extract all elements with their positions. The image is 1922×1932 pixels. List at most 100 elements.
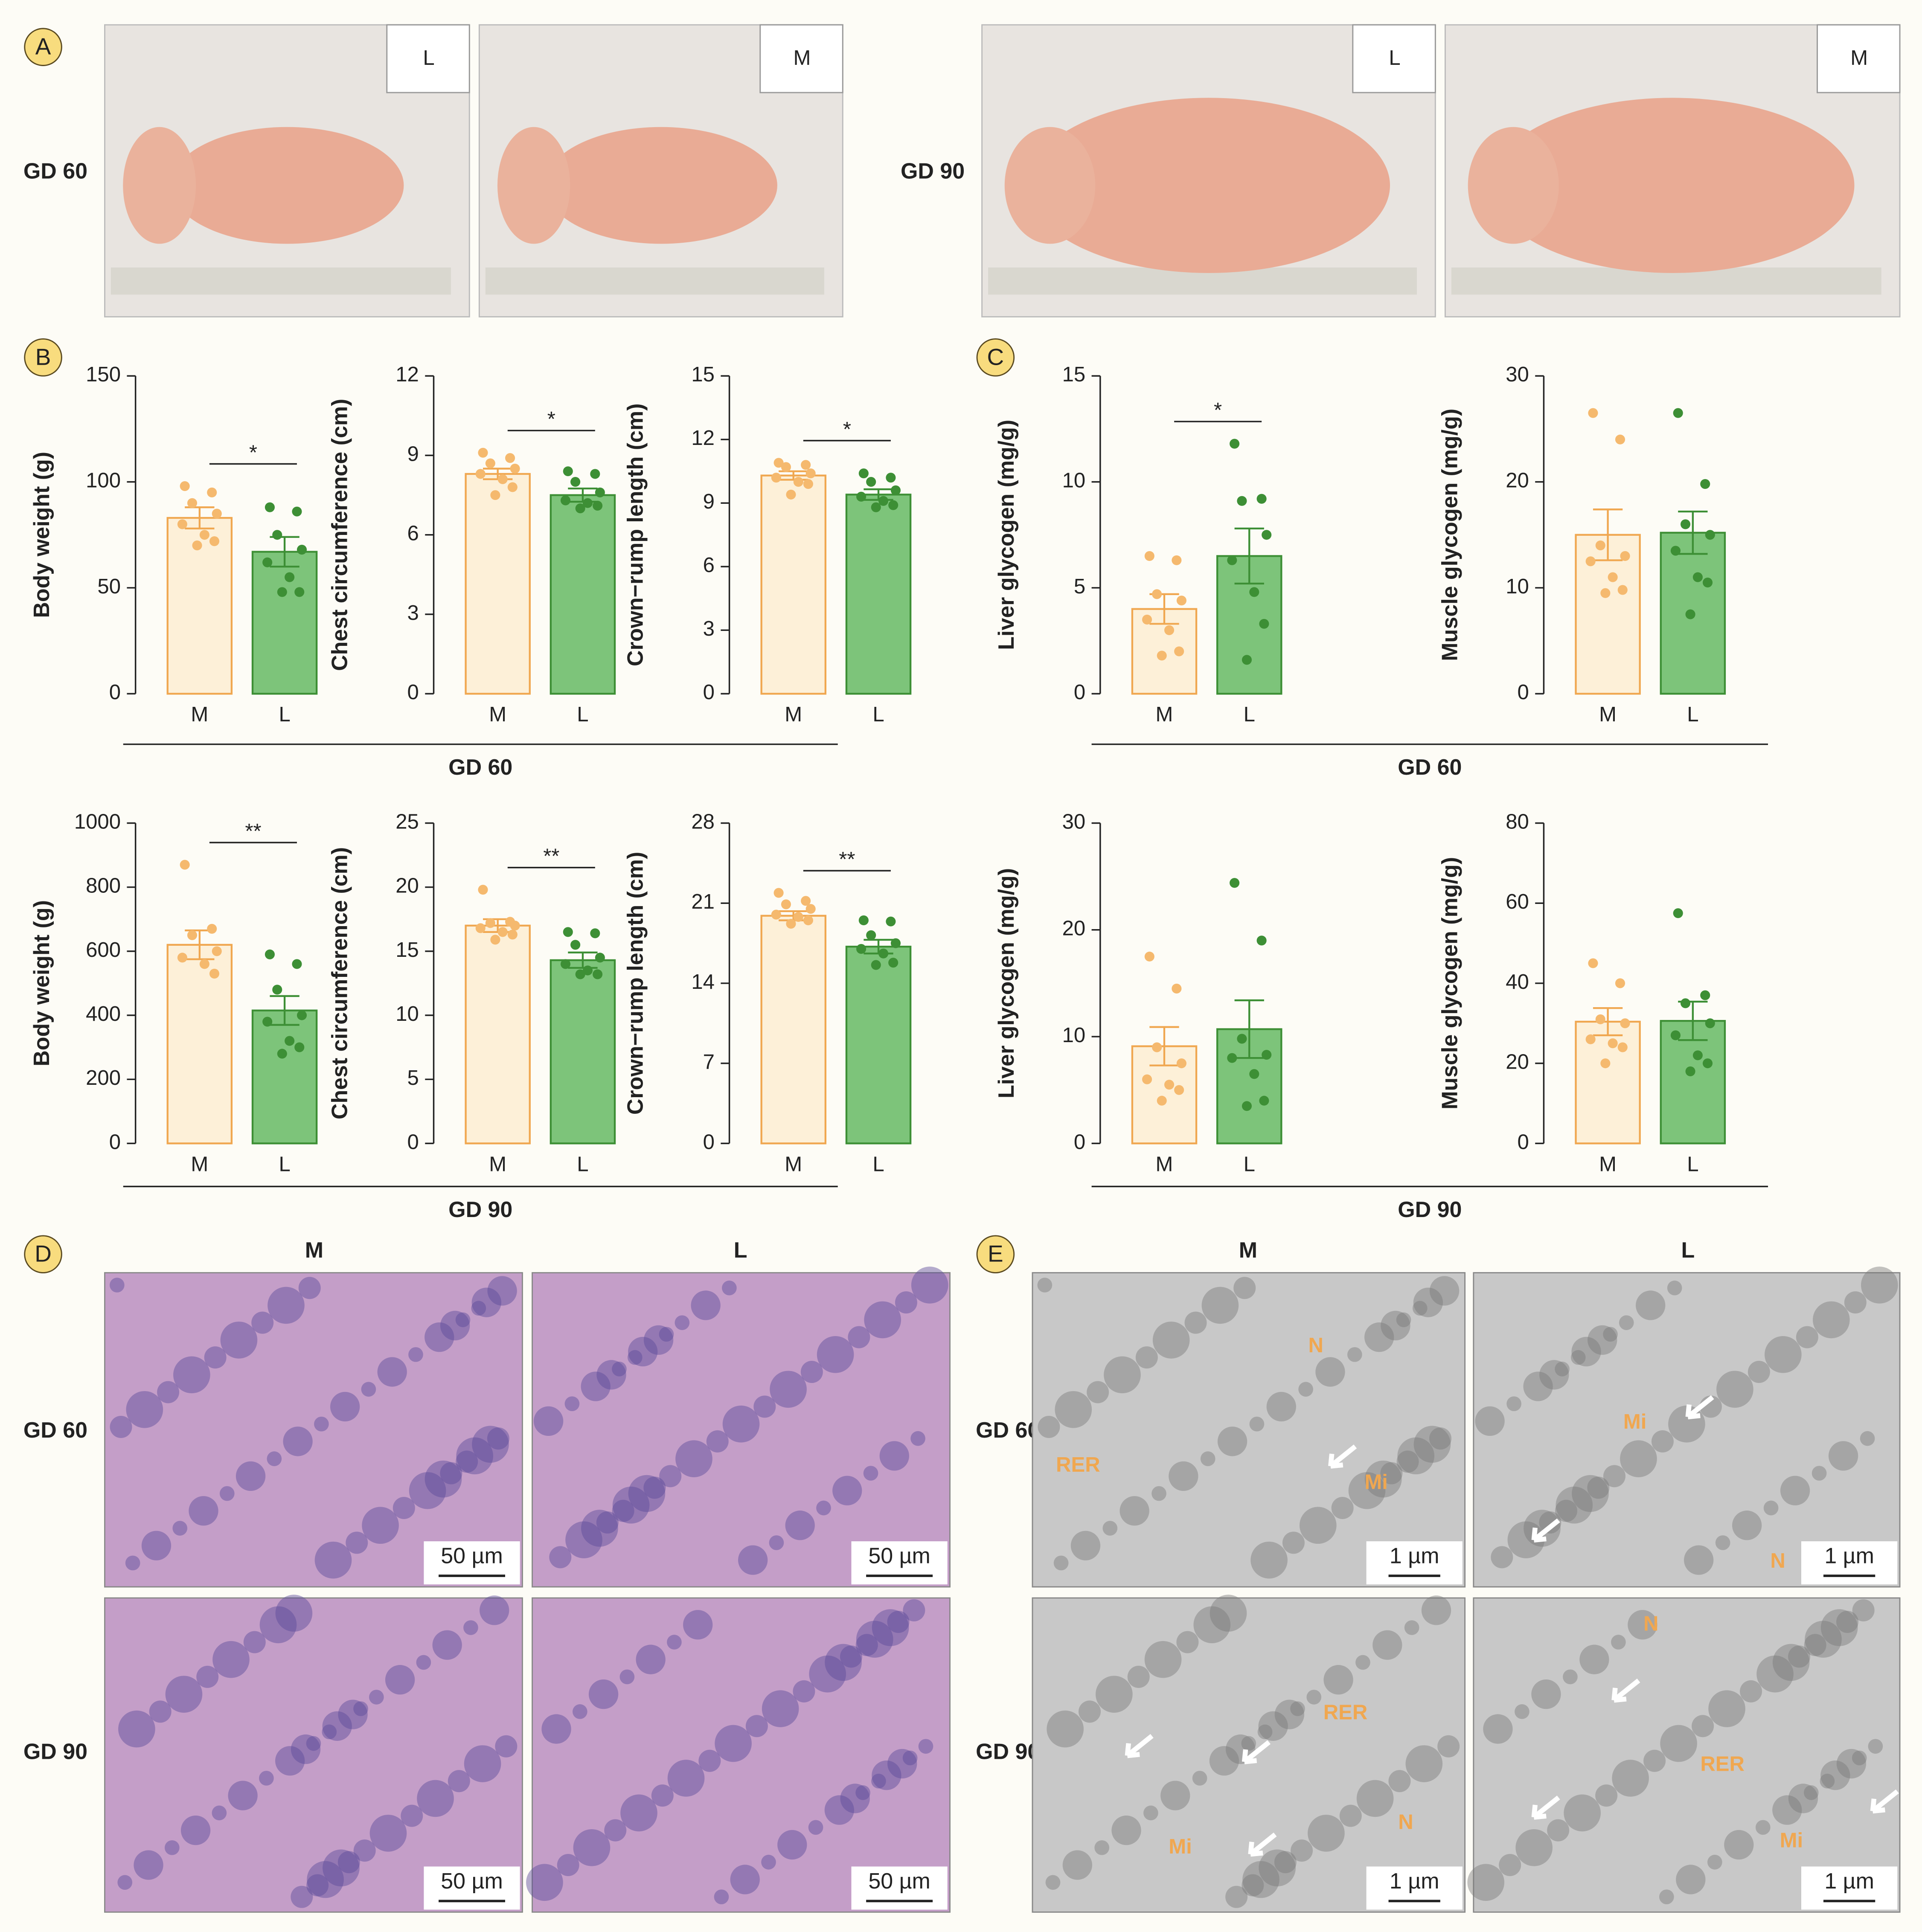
panel-letter: C xyxy=(987,343,1004,370)
x-tick-label: M xyxy=(1156,703,1173,726)
texture xyxy=(636,1644,666,1674)
significance: * xyxy=(547,408,555,431)
texture xyxy=(612,1499,634,1522)
column-label: M xyxy=(1239,1238,1257,1263)
x-tick-label: M xyxy=(785,1153,802,1176)
texture xyxy=(1643,1749,1666,1772)
texture xyxy=(762,1690,799,1727)
texture xyxy=(722,1405,760,1443)
data-point xyxy=(507,930,518,940)
bar xyxy=(166,944,233,1145)
texture xyxy=(659,1465,682,1487)
x-tick-label: M xyxy=(191,703,208,726)
texture xyxy=(918,1739,933,1754)
y-tick-label: 30 xyxy=(1506,363,1529,386)
photo-label-box xyxy=(1352,24,1436,93)
texture xyxy=(1684,1545,1714,1575)
data-point xyxy=(1615,978,1625,988)
data-point xyxy=(1700,479,1710,489)
data-point xyxy=(1595,540,1605,551)
texture xyxy=(1861,1267,1898,1304)
texture xyxy=(251,1311,274,1334)
data-point xyxy=(265,949,275,959)
y-tick-label: 0 xyxy=(703,1130,715,1153)
texture xyxy=(1274,1851,1297,1874)
data-point xyxy=(1144,551,1154,561)
texture xyxy=(911,1267,948,1304)
y-tick-label: 200 xyxy=(86,1066,121,1089)
texture xyxy=(1266,1392,1296,1422)
data-point xyxy=(1237,1034,1247,1044)
em-label: Mi xyxy=(1780,1829,1803,1852)
data-point xyxy=(1692,572,1703,582)
texture xyxy=(872,1609,909,1646)
data-point xyxy=(1702,1058,1713,1069)
texture xyxy=(1828,1441,1858,1471)
arrow xyxy=(1870,1789,1899,1814)
texture xyxy=(1483,1714,1513,1744)
data-point xyxy=(510,463,520,474)
data-point xyxy=(277,1049,287,1059)
data-point xyxy=(1617,1042,1628,1052)
texture xyxy=(651,1784,674,1807)
data-point xyxy=(272,530,282,540)
texture xyxy=(1249,1416,1265,1432)
texture xyxy=(863,1466,878,1481)
texture xyxy=(565,1521,602,1558)
texture xyxy=(817,1336,854,1373)
texture xyxy=(1765,1336,1802,1373)
texture xyxy=(1620,1440,1657,1477)
texture xyxy=(1515,1704,1529,1719)
em-label: N xyxy=(1643,1612,1658,1635)
data-point xyxy=(1680,519,1691,529)
fetus xyxy=(544,127,777,244)
data-point xyxy=(297,1010,307,1020)
texture xyxy=(816,1500,831,1516)
texture xyxy=(526,1864,563,1901)
data-point xyxy=(1585,1034,1596,1044)
texture xyxy=(416,1655,431,1670)
y-axis-label: Crown−rump length (cm) xyxy=(623,404,648,666)
texture xyxy=(722,1280,737,1296)
error-bar xyxy=(270,995,299,1026)
texture xyxy=(1274,1700,1305,1729)
texture xyxy=(588,1679,619,1709)
y-tick-label: 800 xyxy=(86,874,121,898)
texture xyxy=(440,1310,470,1341)
data-point xyxy=(1588,408,1598,418)
texture xyxy=(659,1327,674,1342)
data-point xyxy=(582,965,593,976)
micrograph xyxy=(104,1272,523,1588)
texture xyxy=(323,1849,360,1887)
data-point xyxy=(1142,1074,1152,1084)
group-label: GD 90 xyxy=(448,1197,512,1222)
texture xyxy=(1796,1326,1818,1348)
photo-label-box xyxy=(1817,24,1901,93)
y-tick-label: 20 xyxy=(1506,1051,1529,1074)
data-point xyxy=(1673,408,1683,418)
texture xyxy=(1151,1486,1166,1501)
x-tick-label: L xyxy=(1687,1153,1698,1176)
data-point xyxy=(1608,1038,1618,1049)
data-point xyxy=(1144,951,1154,962)
scale-box xyxy=(424,1866,520,1910)
data-point xyxy=(180,860,190,870)
data-point xyxy=(1157,1095,1167,1106)
texture xyxy=(314,1416,329,1432)
data-point xyxy=(1620,551,1630,561)
x-tick-label: M xyxy=(785,703,802,726)
data-point xyxy=(888,958,898,968)
micrograph xyxy=(532,1272,951,1588)
texture xyxy=(620,1794,657,1832)
texture xyxy=(1257,1724,1273,1740)
scale-bar-label: 1 µm xyxy=(1390,1543,1439,1568)
texture xyxy=(291,1886,313,1908)
column-label: M xyxy=(305,1238,323,1263)
texture xyxy=(1724,1830,1754,1860)
texture xyxy=(1708,1690,1745,1727)
texture xyxy=(149,1700,172,1723)
texture xyxy=(1200,1451,1215,1466)
texture xyxy=(1836,1610,1858,1633)
texture xyxy=(1763,1500,1779,1516)
data-point xyxy=(1615,434,1625,445)
